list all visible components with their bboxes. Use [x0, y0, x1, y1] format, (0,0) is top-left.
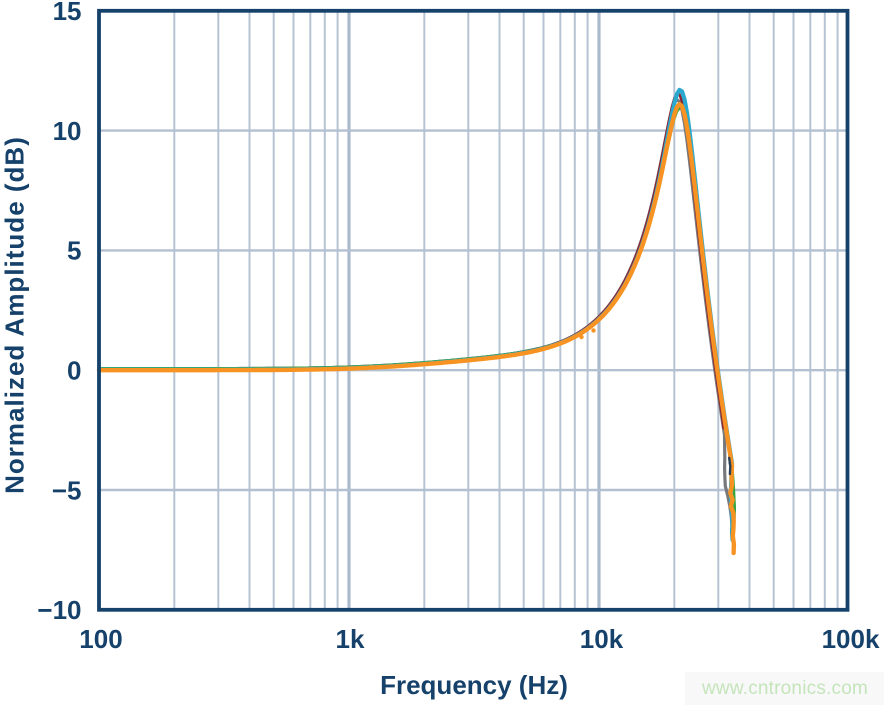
svg-text:Normalized Amplitude (dB): Normalized Amplitude (dB) [0, 136, 30, 494]
svg-text:100k: 100k [822, 624, 880, 654]
svg-text:10k: 10k [580, 624, 624, 654]
svg-text:5: 5 [67, 236, 81, 266]
svg-text:1k: 1k [336, 624, 365, 654]
svg-text:Frequency (Hz): Frequency (Hz) [380, 670, 568, 700]
svg-text:−5: −5 [52, 475, 82, 505]
svg-text:www.cntronics.com: www.cntronics.com [701, 678, 868, 699]
svg-text:100: 100 [79, 624, 122, 654]
svg-text:10: 10 [53, 116, 82, 146]
svg-text:−10: −10 [37, 595, 81, 625]
svg-text:0: 0 [67, 356, 81, 386]
svg-text:15: 15 [53, 0, 82, 26]
